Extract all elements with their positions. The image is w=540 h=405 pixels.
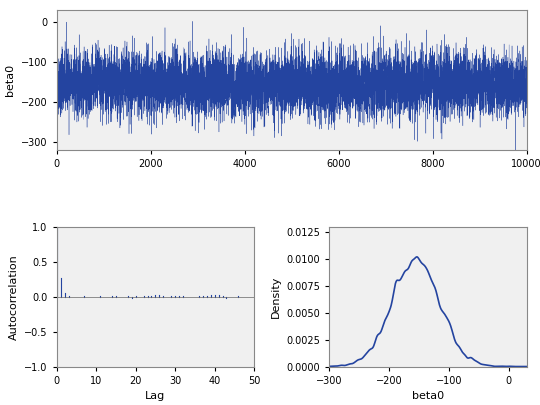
X-axis label: Lag: Lag	[145, 391, 166, 401]
Y-axis label: Autocorrelation: Autocorrelation	[9, 254, 18, 339]
Y-axis label: beta0: beta0	[5, 64, 16, 96]
X-axis label: beta0: beta0	[411, 391, 444, 401]
Y-axis label: Density: Density	[271, 275, 281, 318]
